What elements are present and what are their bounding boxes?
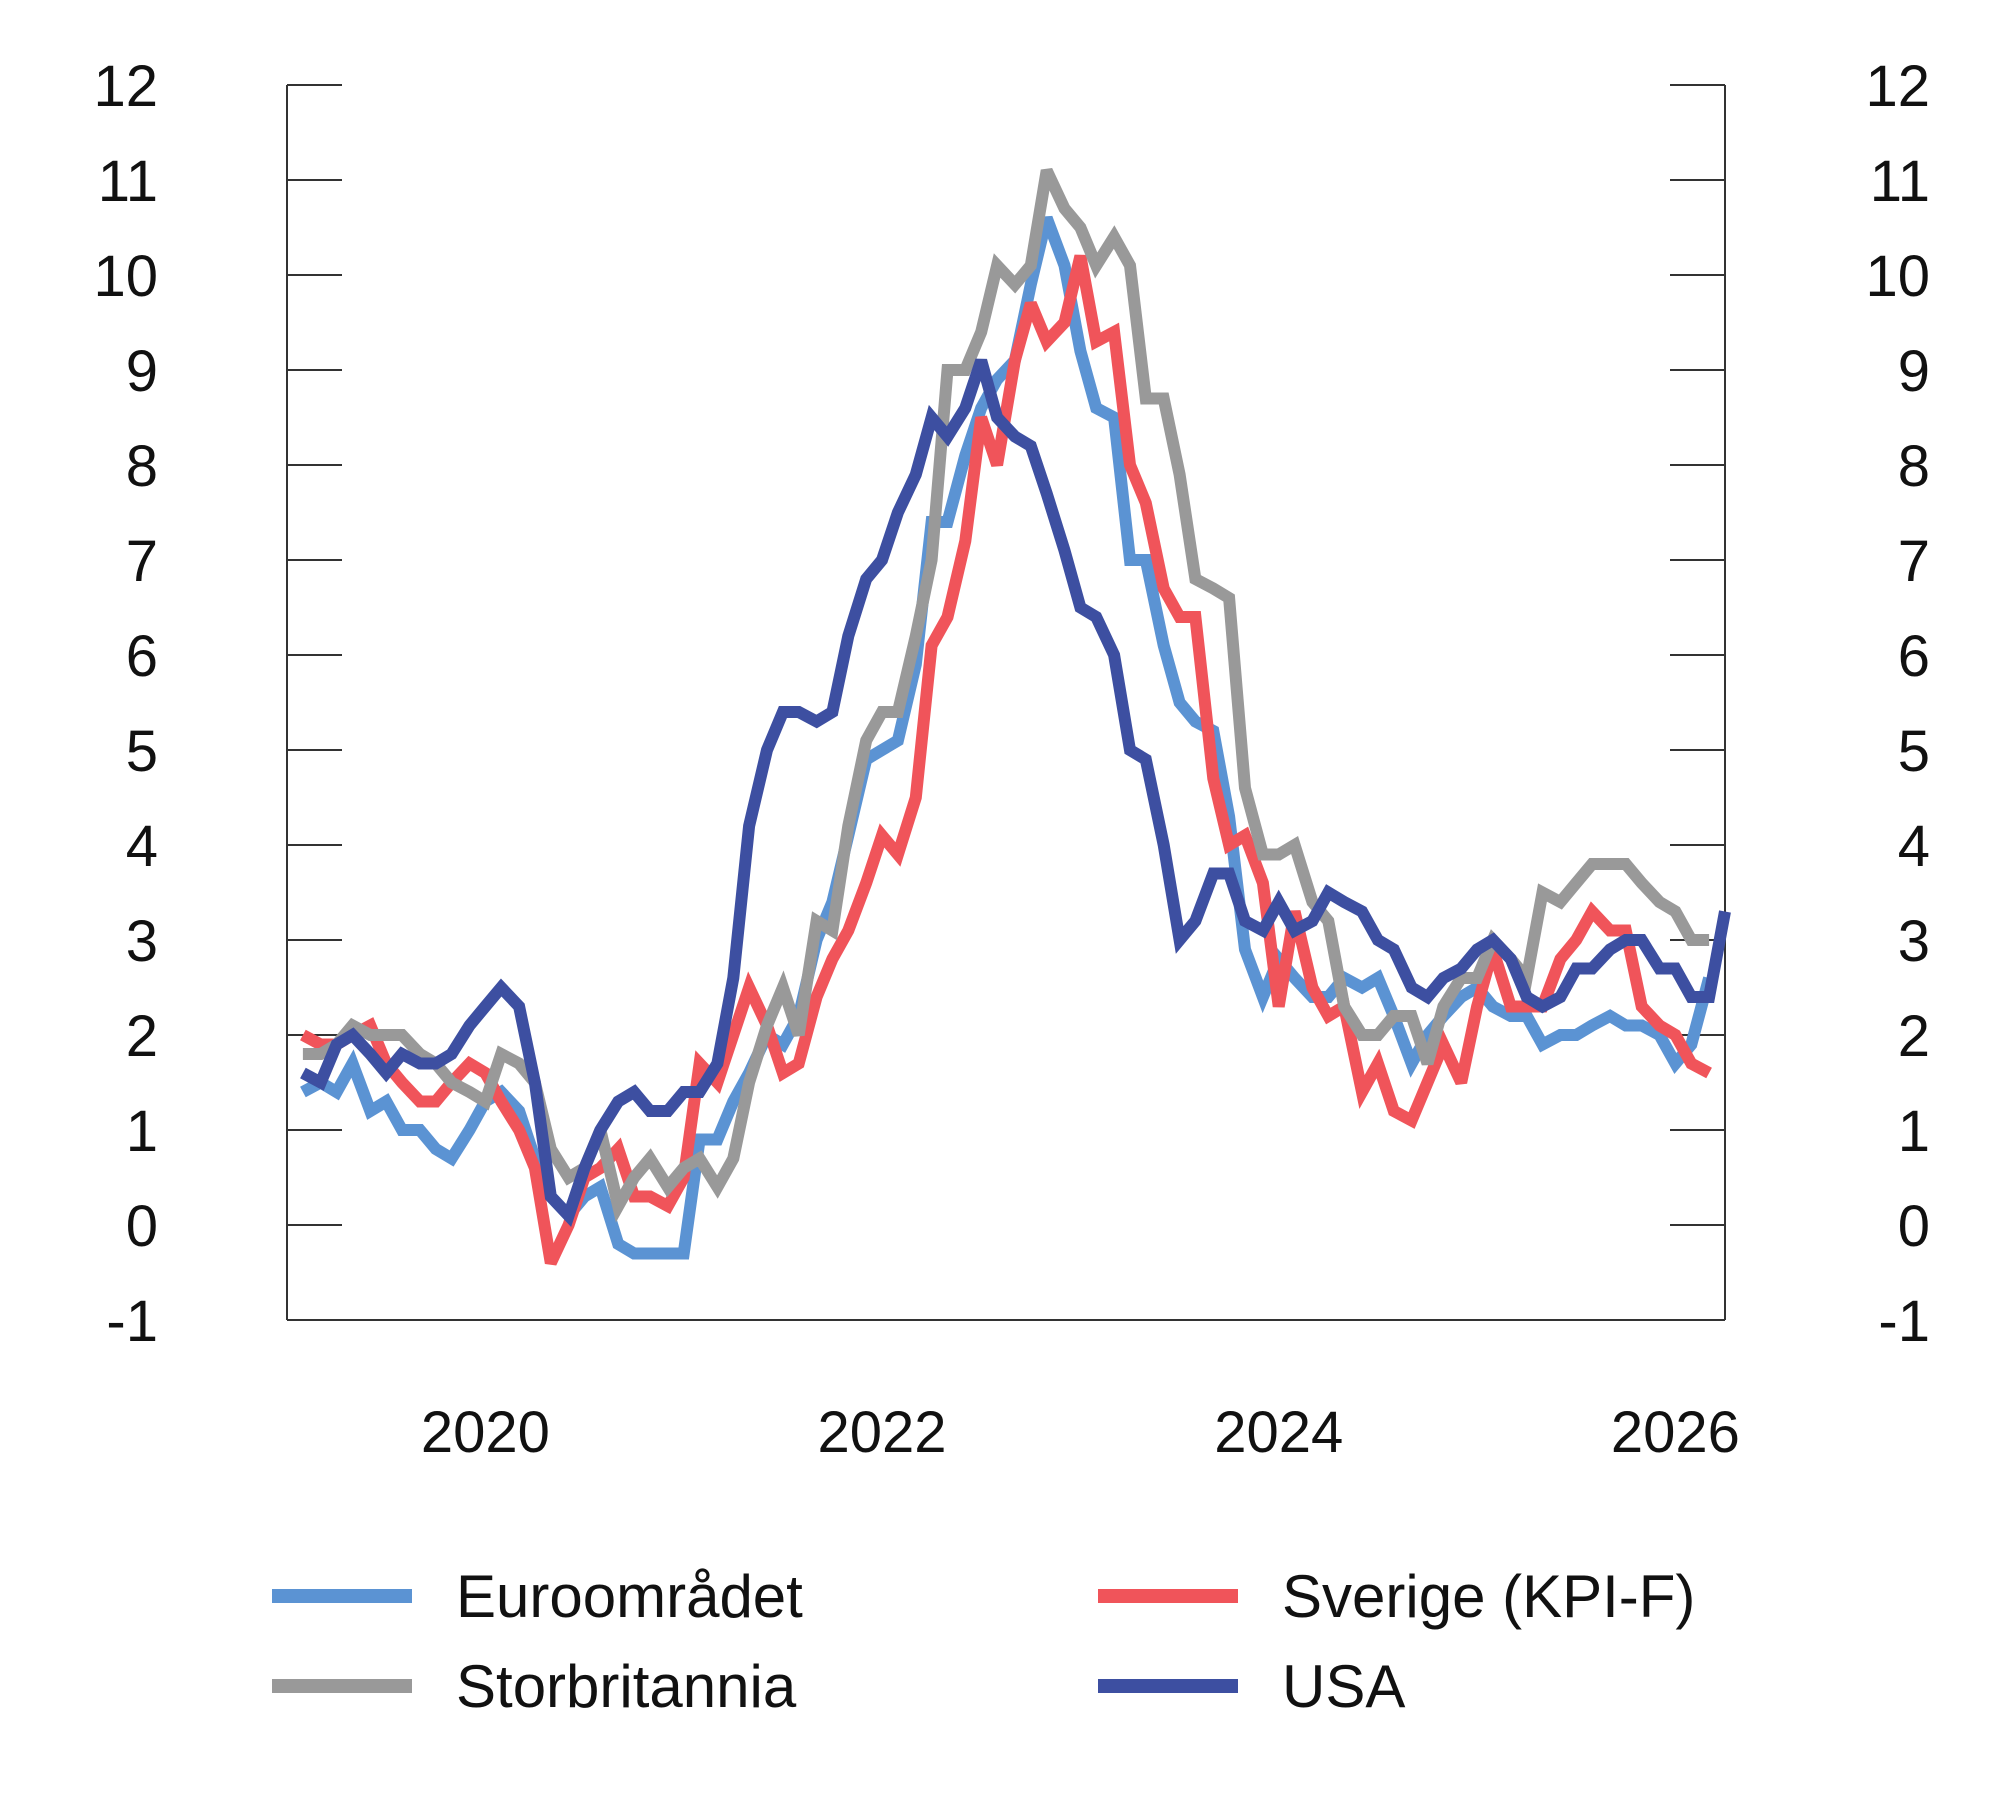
x-tick-label: 2020	[421, 1400, 550, 1465]
series-line-usa	[300, 358, 1731, 1227]
legend-label-sverige: Sverige (KPI-F)	[1282, 1563, 1695, 1630]
y-tick-label-left: 1	[126, 1099, 158, 1164]
y-tick-label-left: 3	[126, 909, 158, 974]
series-line-sverige-kpi-f	[300, 254, 1712, 1266]
legend-label-usa: USA	[1282, 1653, 1405, 1720]
x-tick-label: 2024	[1214, 1400, 1343, 1465]
y-tick-label-right: 11	[1870, 149, 1930, 214]
y-tick-label-right: 4	[1898, 814, 1930, 879]
y-tick-label-right: -1	[1878, 1289, 1930, 1354]
y-tick-label-right: 9	[1898, 339, 1930, 404]
y-tick-label-left: 4	[126, 814, 158, 879]
y-tick-label-right: 10	[1865, 244, 1930, 309]
legend: Euroområdet Sverige (KPI-F) Storbritanni…	[272, 1563, 1695, 1720]
y-tick-label-right: 2	[1898, 1004, 1930, 1069]
y-tick-label-right: 0	[1898, 1194, 1930, 1259]
y-tick-label-left: 12	[93, 54, 158, 119]
x-tick-labels: 2020 2022 2024 2026	[421, 1400, 1740, 1465]
legend-label-storbritannia: Storbritannia	[456, 1653, 797, 1720]
left-y-ticks	[287, 84, 342, 1226]
x-tick-label: 2022	[818, 1400, 947, 1465]
y-tick-label-left: 2	[126, 1004, 158, 1069]
y-tick-label-right: 5	[1898, 719, 1930, 784]
x-tick-label: 2026	[1611, 1400, 1740, 1465]
series-lines	[300, 167, 1731, 1266]
y-tick-label-right: 1	[1898, 1099, 1930, 1164]
y-tick-label-left: 11	[98, 149, 158, 214]
y-tick-label-right: 12	[1865, 54, 1930, 119]
y-tick-label-left: 10	[93, 244, 158, 309]
y-tick-label-right: 7	[1898, 529, 1930, 594]
y-tick-label-left: 8	[126, 434, 158, 499]
y-tick-label-left: 6	[126, 624, 158, 689]
y-tick-label-left: 5	[126, 719, 158, 784]
legend-label-euroomradet: Euroområdet	[456, 1563, 803, 1630]
y-tick-label-left: 7	[126, 529, 158, 594]
y-tick-label-left: 0	[126, 1194, 158, 1259]
y-tick-label-left: 9	[126, 339, 158, 404]
y-tick-label-right: 3	[1898, 909, 1930, 974]
y-tick-label-right: 6	[1898, 624, 1930, 689]
y-tick-label-left: -1	[106, 1289, 158, 1354]
y-tick-label-right: 8	[1898, 434, 1930, 499]
